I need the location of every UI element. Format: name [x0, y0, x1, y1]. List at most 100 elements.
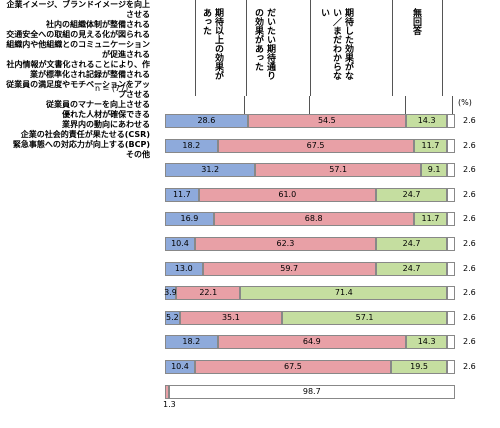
category-label: 優れた人材が確保できる: [62, 110, 150, 119]
category-label: 社内の組織体制が整備される: [46, 20, 150, 29]
value-label: 2.6: [463, 189, 476, 199]
bar-segment: [165, 286, 177, 301]
bar-segment: [247, 114, 406, 128]
bar-segment: [281, 310, 448, 325]
value-label: 16.9: [180, 214, 199, 224]
value-label: 22.1: [199, 288, 218, 298]
sample-size: n = (77): [95, 84, 129, 93]
legend-label: 無回答: [411, 8, 421, 35]
value-label: 2.6: [463, 362, 476, 371]
bar-segment: [447, 335, 455, 350]
value-label: 1.3: [163, 399, 176, 409]
value-label: 67.5: [284, 362, 302, 371]
category-label: 交通安全への取組の見える化が図られる: [6, 30, 150, 39]
bar-segment: [176, 286, 241, 301]
value-label: 2.6: [463, 337, 476, 347]
value-label: 35.1: [221, 312, 240, 322]
value-label: 2.6: [463, 214, 476, 224]
bar-segment: [165, 360, 196, 374]
bar-segment: [165, 384, 169, 399]
bar-segment: [375, 261, 448, 276]
value-label: 2.6: [463, 288, 476, 298]
value-label: 68.8: [304, 214, 323, 224]
value-label: 11.7: [172, 189, 191, 199]
bar-segment: [195, 237, 376, 251]
bar-segment: [447, 360, 455, 374]
value-label: 98.7: [302, 386, 321, 396]
bar-segment: [202, 261, 376, 276]
value-label: 61.0: [278, 189, 297, 199]
value-label: 5.2: [166, 312, 179, 322]
category-label: 社内情報が文書化されることにより、作業が標準化され記録が整備される: [6, 60, 150, 79]
value-label: 10.4: [171, 362, 189, 371]
bar-segment: [413, 212, 448, 227]
value-label: 2.6: [463, 312, 476, 322]
legend-label: 期待した効果がない／まだわからない: [319, 8, 353, 80]
value-label: 64.9: [302, 337, 321, 347]
value-label: 3.9: [164, 288, 177, 298]
bar-segment: [168, 384, 455, 399]
bar-segment: [405, 114, 448, 128]
bar-segment: [217, 138, 414, 153]
bar-segment: [240, 286, 448, 301]
value-label: 59.7: [280, 263, 299, 273]
value-label: 54.5: [317, 116, 336, 125]
unit-label: (%): [458, 98, 472, 107]
value-label: 62.3: [276, 239, 295, 248]
leader-line: [452, 96, 453, 114]
bar-segment: [447, 212, 455, 227]
bar-segment: [214, 212, 414, 227]
value-label: 31.2: [201, 165, 220, 175]
legend-frame: [392, 0, 443, 96]
bar-segment: [255, 163, 422, 178]
leader-line: [405, 96, 406, 114]
value-label: 2.6: [463, 116, 476, 125]
bar-segment: [165, 310, 181, 325]
bar-segment: [447, 310, 455, 325]
value-label: 57.1: [329, 165, 348, 175]
bar-segment: [375, 187, 448, 202]
category-label: 業界内の動向にあわせる: [62, 120, 150, 129]
bar-segment: [390, 360, 448, 374]
bar-segment: [165, 261, 203, 276]
value-label: 57.1: [355, 312, 374, 322]
leader-line: [244, 96, 245, 114]
bar-segment: [165, 163, 256, 178]
value-label: 14.3: [417, 116, 436, 125]
value-label: 2.6: [463, 140, 476, 150]
bar-segment: [165, 138, 218, 153]
bar-segment: [165, 187, 199, 202]
bar-segment: [447, 286, 455, 301]
category-label: 企業の社会的責任が果たせる(CSR): [20, 130, 150, 139]
value-label: 28.6: [197, 116, 216, 125]
category-label: 組織内や他組織とのコミュニケーションが促進される: [6, 40, 150, 59]
value-label: 13.0: [174, 263, 193, 273]
value-label: 2.6: [463, 239, 476, 248]
value-label: 24.7: [402, 189, 421, 199]
bar-segment: [165, 237, 196, 251]
bar-segment: [375, 237, 448, 251]
bar-segment: [165, 114, 248, 128]
value-label: 11.7: [421, 214, 440, 224]
value-label: 10.4: [171, 239, 189, 248]
value-label: 19.5: [410, 362, 428, 371]
category-label: 従業員の満足度やモチベーションをアップさせる: [6, 80, 150, 99]
bar-segment: [447, 237, 455, 251]
bar-segment: [447, 138, 455, 153]
bar-segment: [180, 310, 282, 325]
value-label: 18.2: [182, 337, 201, 347]
bar-segment: [413, 138, 448, 153]
value-label: 24.7: [402, 239, 421, 248]
category-label: 企業イメージ、ブランドイメージを向上させる: [6, 0, 150, 19]
category-label: 従業員のマナーを向上させる: [46, 100, 150, 109]
value-label: 24.7: [402, 263, 421, 273]
value-label: 67.5: [306, 140, 325, 150]
bar-segment: [447, 187, 455, 202]
legend-label: 期待以上の効果があった: [201, 8, 223, 80]
legend-frame: [195, 0, 247, 96]
bar-segment: [421, 163, 448, 178]
value-label: 71.4: [334, 288, 353, 298]
bar-segment: [195, 360, 391, 374]
bar-segment: [165, 335, 218, 350]
value-label: 14.3: [417, 337, 436, 347]
